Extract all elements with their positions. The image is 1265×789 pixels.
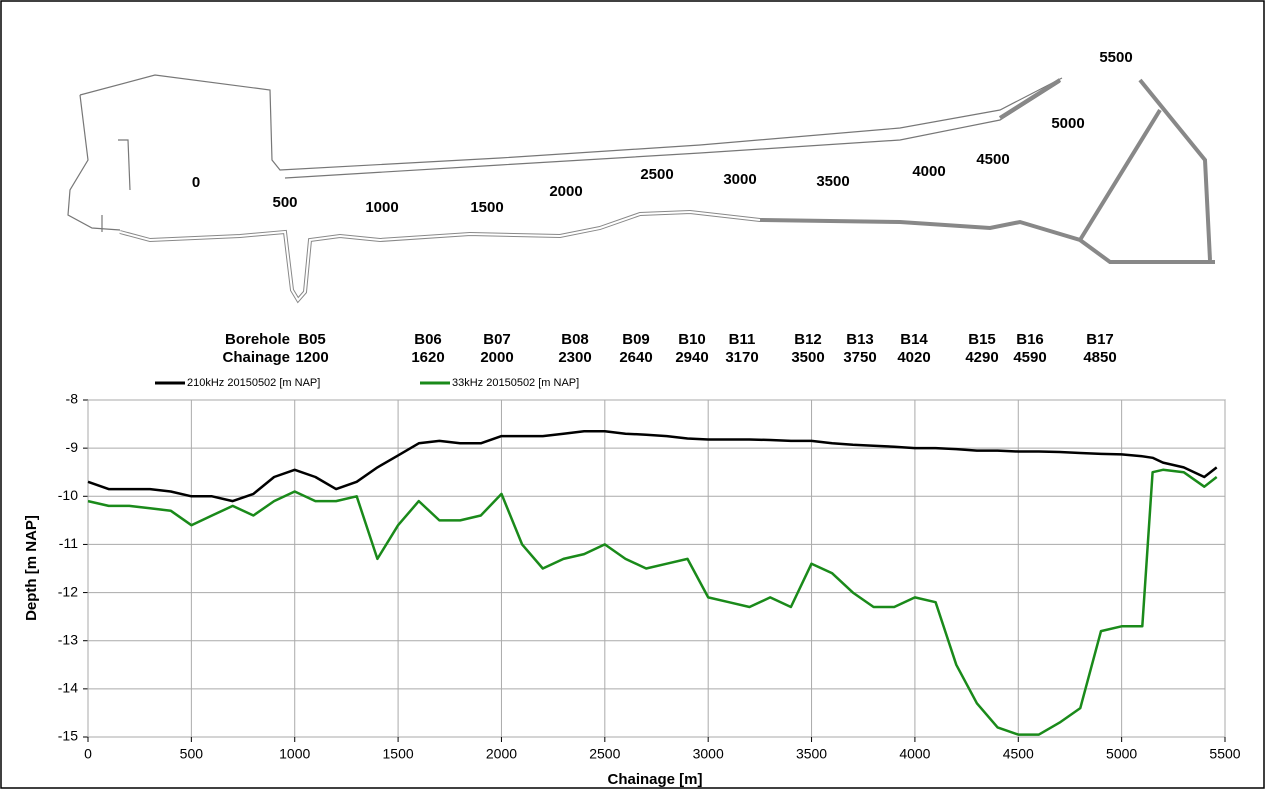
borehole-name: B13 (846, 331, 874, 348)
borehole-chainage: 4020 (897, 349, 930, 366)
borehole-chainage: 2640 (619, 349, 652, 366)
x-tick-label: 3000 (693, 746, 724, 762)
x-tick-label: 2000 (486, 746, 517, 762)
series-line (87, 430, 1218, 503)
borehole-chainage: 3500 (791, 349, 824, 366)
plot-area (87, 399, 1226, 738)
borehole-chainage: 3750 (843, 349, 876, 366)
y-axis-label: Depth [m NAP] (23, 515, 40, 621)
borehole-chainage: 4590 (1013, 349, 1046, 366)
map-chainage-label: 2500 (640, 166, 673, 183)
map-outline (79, 74, 1063, 171)
map (67, 74, 1215, 304)
borehole-chainage: 2940 (675, 349, 708, 366)
x-tick-label: 4000 (899, 746, 930, 762)
x-tick-label: 3500 (796, 746, 827, 762)
map-road (998, 78, 1062, 120)
legend-label: 33kHz 20150502 [m NAP] (452, 377, 579, 389)
y-tick-label: -14 (58, 680, 78, 696)
map-chainage-label: 3500 (816, 173, 849, 190)
y-tick-label: -9 (66, 439, 79, 455)
y-tick-label: -13 (58, 631, 78, 647)
borehole-name: B14 (900, 331, 928, 348)
map-outline (67, 94, 121, 231)
borehole-header: Borehole (225, 331, 290, 348)
series-line (87, 468, 1218, 736)
x-tick-label: 5500 (1209, 746, 1240, 762)
borehole-name: B07 (483, 331, 511, 348)
x-tick-label: 4500 (1003, 746, 1034, 762)
x-tick-label: 1000 (279, 746, 310, 762)
borehole-chainage: 2000 (480, 349, 513, 366)
borehole-name: B15 (968, 331, 996, 348)
borehole-header: Chainage (222, 349, 290, 366)
map-chainage-label: 2000 (549, 183, 582, 200)
map-road (1078, 78, 1212, 261)
legend-label: 210kHz 20150502 [m NAP] (187, 377, 320, 389)
x-tick-label: 500 (180, 746, 204, 762)
y-tick-label: -8 (66, 391, 79, 407)
borehole-name: B17 (1086, 331, 1114, 348)
x-tick-label: 2500 (589, 746, 620, 762)
map-chainage-label: 500 (272, 194, 297, 211)
x-tick-label: 5000 (1106, 746, 1137, 762)
borehole-name: B12 (794, 331, 822, 348)
borehole-chainage: 4290 (965, 349, 998, 366)
borehole-name: B06 (414, 331, 442, 348)
x-axis-label: Chainage [m] (607, 771, 702, 788)
borehole-name: B10 (678, 331, 706, 348)
borehole-name: B11 (729, 331, 756, 348)
map-chainage-label: 4000 (912, 163, 945, 180)
map-chainage-label: 4500 (976, 151, 1009, 168)
map-detail (101, 139, 131, 232)
y-tick-label: -15 (58, 728, 78, 744)
map-road (119, 210, 761, 302)
borehole-table: Borehole Chainage (222, 331, 290, 366)
borehole-chainage: 2300 (558, 349, 591, 366)
map-chainage-label: 3000 (723, 171, 756, 188)
borehole-name: B16 (1016, 331, 1044, 348)
borehole-chainage: 1200 (295, 349, 328, 366)
y-tick-label: -11 (59, 535, 78, 551)
map-chainage-label: 0 (192, 174, 200, 191)
map-chainage-label: 1500 (470, 199, 503, 216)
map-chainage-label: 1000 (365, 199, 398, 216)
borehole-name: B08 (561, 331, 589, 348)
borehole-name: B05 (298, 331, 326, 348)
y-tick-label: -10 (58, 487, 78, 503)
map-chainage-label: 5500 (1099, 49, 1132, 66)
borehole-chainage: 4850 (1083, 349, 1116, 366)
map-chainage-label: 5000 (1051, 115, 1084, 132)
x-tick-label: 0 (84, 746, 92, 762)
x-tick-label: 1500 (383, 746, 414, 762)
borehole-chainage: 3170 (725, 349, 758, 366)
borehole-name: B09 (622, 331, 650, 348)
borehole-chainage: 1620 (411, 349, 444, 366)
y-tick-label: -12 (58, 583, 78, 599)
